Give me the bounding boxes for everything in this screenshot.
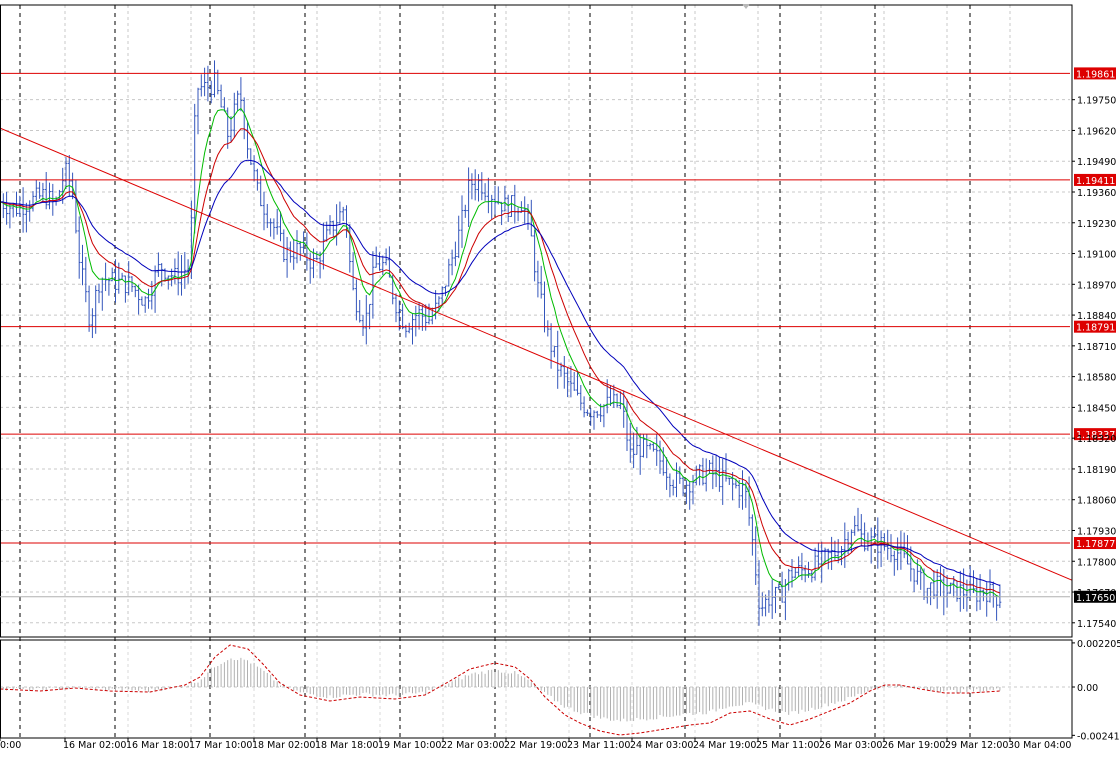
- level-label-bg: [1074, 320, 1116, 333]
- oscillator-panel: 0.002205 0.00 -0.002417: [0, 639, 1120, 742]
- time-label: 24 Mar 19:00: [693, 740, 756, 751]
- level-label: 1.18337: [1074, 428, 1116, 441]
- time-label: 16 Mar 02:00: [63, 740, 126, 751]
- level-label-bg: [1074, 428, 1116, 441]
- price-bars: [0, 60, 1002, 626]
- time-label: 26 Mar 03:00: [819, 740, 882, 751]
- main-panel-frame: [0, 4, 1073, 638]
- level-label-bg: [1074, 173, 1116, 186]
- osc-tick-label: 0.002205: [1077, 639, 1120, 650]
- session-separators: [19, 5, 971, 738]
- time-label: 26 Mar 19:00: [882, 740, 945, 751]
- moving-average-line: [0, 159, 1001, 586]
- level-label-text: 1.17877: [1076, 539, 1115, 550]
- level-label: 1.19861: [1074, 67, 1116, 80]
- level-label-bg: [1074, 537, 1116, 550]
- time-label: 18 Mar 02:00: [252, 740, 315, 751]
- trendline-group: [0, 127, 1073, 581]
- level-label-text: 1.19411: [1076, 176, 1115, 187]
- price-tick-label: 1.19230: [1077, 219, 1116, 230]
- horizontal-levels: 1.19861 1.19411 1.18791 1.18337 1.17877: [0, 67, 1116, 550]
- osc-tick-label: 0.00: [1077, 683, 1098, 694]
- price-tick-label: 1.19620: [1077, 126, 1116, 137]
- time-label: 0:00: [0, 740, 21, 751]
- level-label-text: 1.18791: [1076, 323, 1115, 334]
- level-label: 1.18791: [1074, 320, 1116, 334]
- price-tick-label: 1.18580: [1077, 373, 1116, 384]
- level-label-bg: [1074, 67, 1116, 80]
- moving-average-line: [0, 107, 1001, 598]
- time-label: 24 Mar 03:00: [630, 740, 693, 751]
- time-label: 16 Mar 18:00: [126, 740, 189, 751]
- price-tick-label: 1.18710: [1077, 342, 1116, 353]
- price-tick-label: 1.19490: [1077, 157, 1116, 168]
- price-tick-label: 1.18320: [1077, 434, 1116, 445]
- time-axis: 0:00 16 Mar 02:00 16 Mar 18:00 17 Mar 10:00…: [0, 738, 1071, 751]
- price-tick-label: 1.18840: [1077, 311, 1116, 322]
- time-label: 30 Mar 04:00: [1008, 740, 1071, 751]
- shift-marker-icon: [742, 4, 750, 9]
- moving-averages: [0, 107, 1001, 598]
- price-tick-label: 1.19100: [1077, 250, 1116, 261]
- time-label: 18 Mar 18:00: [315, 740, 378, 751]
- osc-panel-frame: [0, 639, 1073, 739]
- time-label: 25 Mar 11:00: [756, 740, 819, 751]
- price-tick-label: 1.18060: [1077, 496, 1116, 507]
- price-tick-label: 1.18450: [1077, 403, 1116, 414]
- current-price-bg: [1074, 590, 1116, 603]
- current-price-label: 1.17650: [1076, 593, 1115, 604]
- time-label: 22 Mar 19:00: [504, 740, 567, 751]
- price-tick-label: 1.18190: [1077, 465, 1116, 476]
- price-tick-label: 1.17930: [1077, 526, 1116, 537]
- frame: [0, 4, 1073, 739]
- time-label: 29 Mar 12:00: [945, 740, 1008, 751]
- price-tick-label: 1.19360: [1077, 188, 1116, 199]
- price-tick-label: 1.19750: [1077, 96, 1116, 107]
- price-tick-label: 1.17540: [1077, 619, 1116, 630]
- time-label: 17 Mar 10:00: [189, 740, 252, 751]
- time-label: 19 Mar 10:00: [378, 740, 441, 751]
- grid: [0, 5, 1070, 738]
- price-axis: 1.19750 1.19620 1.19490 1.19360 1.19230 1.191…: [0, 96, 1116, 630]
- trendline: [0, 127, 1073, 581]
- level-label-text: 1.18337: [1076, 430, 1115, 441]
- level-label: 1.19411: [1074, 173, 1116, 187]
- osc-tick-label: -0.002417: [1077, 731, 1120, 742]
- price-tick-label: 1.17800: [1077, 557, 1116, 568]
- osc-signal-line: [0, 644, 1001, 736]
- level-label-text: 1.19861: [1076, 69, 1115, 80]
- price-tick-label: 1.18970: [1077, 280, 1116, 291]
- level-label: 1.17877: [1074, 537, 1116, 550]
- moving-average-line: [0, 128, 1001, 594]
- time-label: 22 Mar 03:00: [441, 740, 504, 751]
- time-label: 23 Mar 11:00: [567, 740, 630, 751]
